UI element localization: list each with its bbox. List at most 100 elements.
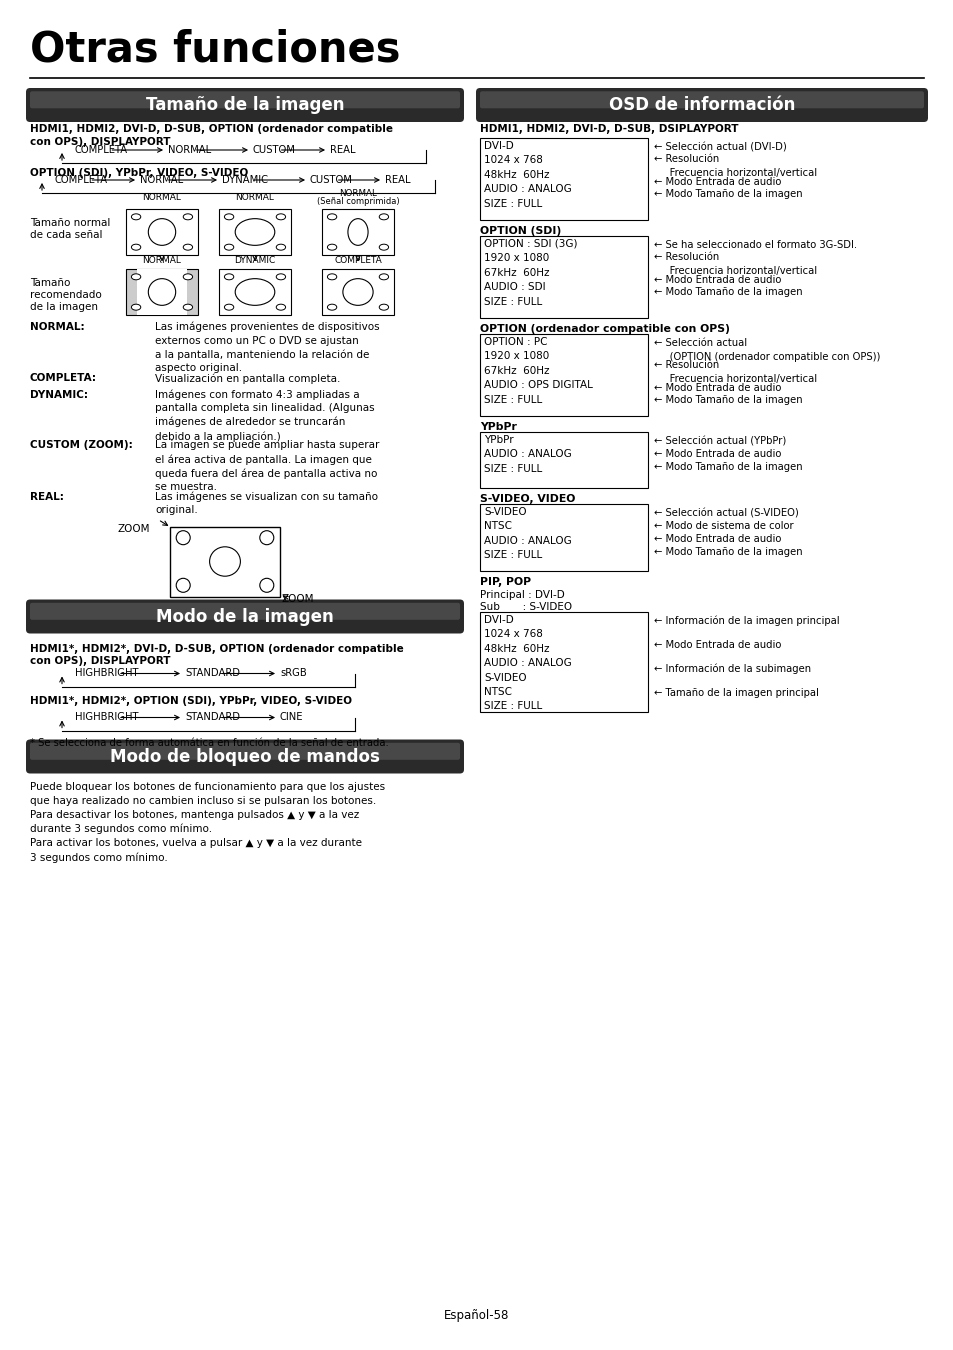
Text: ← Modo Entrada de audio: ← Modo Entrada de audio bbox=[654, 383, 781, 393]
Text: DYNAMIC: DYNAMIC bbox=[222, 176, 268, 185]
Ellipse shape bbox=[379, 213, 388, 220]
FancyBboxPatch shape bbox=[30, 92, 459, 108]
Text: HDMI1*, HDMI2*, OPTION (SDI), YPbPr, VIDEO, S-VIDEO: HDMI1*, HDMI2*, OPTION (SDI), YPbPr, VID… bbox=[30, 695, 352, 706]
Ellipse shape bbox=[132, 244, 141, 250]
FancyBboxPatch shape bbox=[30, 603, 459, 620]
Text: S-VIDEO, VIDEO: S-VIDEO, VIDEO bbox=[479, 494, 575, 504]
Text: HIGHBRIGHT: HIGHBRIGHT bbox=[75, 668, 138, 679]
Text: Las imágenes provenientes de dispositivos
externos como un PC o DVD se ajustan
a: Las imágenes provenientes de dispositivo… bbox=[154, 323, 379, 374]
Text: REAL: REAL bbox=[330, 144, 355, 155]
Text: ← Modo Tamaño de la imagen: ← Modo Tamaño de la imagen bbox=[654, 396, 801, 405]
Text: (Señal comprimida): (Señal comprimida) bbox=[316, 197, 399, 207]
Text: ← Modo Tamaño de la imagen: ← Modo Tamaño de la imagen bbox=[654, 288, 801, 297]
Ellipse shape bbox=[224, 304, 233, 310]
Text: ← Resolución
     Frecuencia horizontal/vertical: ← Resolución Frecuencia horizontal/verti… bbox=[654, 360, 817, 383]
Text: ← Se ha seleccionado el formato 3G-SDI.: ← Se ha seleccionado el formato 3G-SDI. bbox=[654, 240, 856, 250]
Text: ← Tamaño de la imagen principal: ← Tamaño de la imagen principal bbox=[654, 688, 818, 698]
Ellipse shape bbox=[132, 304, 141, 310]
Text: ← Selección actual (DVI-D): ← Selección actual (DVI-D) bbox=[654, 142, 786, 153]
FancyBboxPatch shape bbox=[26, 740, 463, 774]
Circle shape bbox=[259, 578, 274, 593]
Text: ← Modo Entrada de audio: ← Modo Entrada de audio bbox=[654, 275, 781, 285]
Bar bbox=[126, 269, 198, 315]
Ellipse shape bbox=[148, 278, 175, 305]
Text: REAL:: REAL: bbox=[30, 491, 64, 501]
Text: de cada señal: de cada señal bbox=[30, 230, 102, 240]
Text: OPTION (SDI), YPbPr, VIDEO, S-VIDEO: OPTION (SDI), YPbPr, VIDEO, S-VIDEO bbox=[30, 167, 248, 178]
Text: HIGHBRIGHT: HIGHBRIGHT bbox=[75, 713, 138, 722]
Text: OPTION : PC
1920 x 1080
67kHz  60Hz
AUDIO : OPS DIGITAL
SIZE : FULL: OPTION : PC 1920 x 1080 67kHz 60Hz AUDIO… bbox=[483, 338, 592, 405]
Text: Sub       : S-VIDEO: Sub : S-VIDEO bbox=[479, 602, 572, 612]
Bar bbox=[136, 269, 187, 315]
Text: STANDARD: STANDARD bbox=[185, 713, 240, 722]
Text: ZOOM: ZOOM bbox=[118, 525, 151, 535]
Text: con OPS), DISPLAYPORT: con OPS), DISPLAYPORT bbox=[30, 136, 171, 147]
Bar bbox=[219, 209, 291, 255]
Text: Visualización en pantalla completa.: Visualización en pantalla completa. bbox=[154, 373, 340, 383]
Bar bbox=[322, 209, 394, 255]
Text: HDMI1, HDMI2, DVI-D, D-SUB, OPTION (ordenador compatible: HDMI1, HDMI2, DVI-D, D-SUB, OPTION (orde… bbox=[30, 124, 393, 134]
Ellipse shape bbox=[379, 244, 388, 250]
Text: Tamaño: Tamaño bbox=[30, 278, 71, 288]
Text: NORMAL: NORMAL bbox=[142, 193, 181, 202]
Ellipse shape bbox=[183, 274, 193, 279]
Bar bbox=[170, 526, 280, 597]
Ellipse shape bbox=[210, 547, 240, 576]
Text: CINE: CINE bbox=[280, 713, 303, 722]
Ellipse shape bbox=[276, 213, 285, 220]
Ellipse shape bbox=[148, 219, 175, 246]
Bar bbox=[126, 209, 198, 255]
Ellipse shape bbox=[327, 244, 336, 250]
Circle shape bbox=[176, 531, 190, 544]
Text: CUSTOM: CUSTOM bbox=[253, 144, 295, 155]
Text: REAL: REAL bbox=[385, 176, 410, 185]
Bar bbox=[322, 269, 394, 315]
Text: CUSTOM (ZOOM):: CUSTOM (ZOOM): bbox=[30, 440, 132, 451]
Text: recomendado: recomendado bbox=[30, 290, 102, 300]
Ellipse shape bbox=[276, 244, 285, 250]
Ellipse shape bbox=[183, 213, 193, 220]
Text: COMPLETA: COMPLETA bbox=[334, 256, 381, 265]
Text: Imágenes con formato 4:3 ampliadas a
pantalla completa sin linealidad. (Algunas
: Imágenes con formato 4:3 ampliadas a pan… bbox=[154, 390, 375, 441]
Bar bbox=[479, 236, 647, 319]
Ellipse shape bbox=[132, 213, 141, 220]
Text: NORMAL: NORMAL bbox=[338, 189, 376, 198]
Text: Puede bloquear los botones de funcionamiento para que los ajustes
que haya reali: Puede bloquear los botones de funcionami… bbox=[30, 782, 385, 863]
Text: ← Información de la subimagen: ← Información de la subimagen bbox=[654, 664, 810, 675]
Text: ← Modo de sistema de color: ← Modo de sistema de color bbox=[654, 521, 793, 531]
Text: DYNAMIC:: DYNAMIC: bbox=[30, 390, 88, 400]
Ellipse shape bbox=[379, 274, 388, 279]
Text: ← Modo Tamaño de la imagen: ← Modo Tamaño de la imagen bbox=[654, 547, 801, 558]
Text: ← Resolución
     Frecuencia horizontal/vertical: ← Resolución Frecuencia horizontal/verti… bbox=[654, 154, 817, 178]
Text: ← Resolución
     Frecuencia horizontal/vertical: ← Resolución Frecuencia horizontal/verti… bbox=[654, 252, 817, 275]
Text: PIP, POP: PIP, POP bbox=[479, 576, 531, 587]
Text: Otras funciones: Otras funciones bbox=[30, 28, 400, 70]
Text: Tamaño normal: Tamaño normal bbox=[30, 217, 111, 228]
Ellipse shape bbox=[348, 219, 368, 246]
Text: Tamaño de la imagen: Tamaño de la imagen bbox=[146, 96, 344, 113]
Text: HDMI1, HDMI2, DVI-D, D-SUB, DSIPLAYPORT: HDMI1, HDMI2, DVI-D, D-SUB, DSIPLAYPORT bbox=[479, 124, 738, 134]
Text: YPbPr
AUDIO : ANALOG
SIZE : FULL: YPbPr AUDIO : ANALOG SIZE : FULL bbox=[483, 435, 571, 474]
Ellipse shape bbox=[327, 274, 336, 279]
Text: HDMI1*, HDMI2*, DVI-D, D-SUB, OPTION (ordenador compatible: HDMI1*, HDMI2*, DVI-D, D-SUB, OPTION (or… bbox=[30, 644, 403, 653]
Text: NORMAL: NORMAL bbox=[140, 176, 183, 185]
Ellipse shape bbox=[342, 278, 373, 305]
FancyBboxPatch shape bbox=[479, 92, 923, 108]
FancyBboxPatch shape bbox=[30, 743, 459, 760]
Text: ZOOM: ZOOM bbox=[282, 594, 314, 603]
Ellipse shape bbox=[235, 219, 274, 246]
Text: ← Modo Entrada de audio: ← Modo Entrada de audio bbox=[654, 535, 781, 544]
Text: ← Selección actual
     (OPTION (ordenador compatible con OPS)): ← Selección actual (OPTION (ordenador co… bbox=[654, 338, 880, 362]
Text: Modo de la imagen: Modo de la imagen bbox=[156, 608, 334, 625]
Text: STANDARD: STANDARD bbox=[185, 668, 240, 679]
Text: DVI-D
1024 x 768
48kHz  60Hz
AUDIO : ANALOG
S-VIDEO
NTSC
SIZE : FULL: DVI-D 1024 x 768 48kHz 60Hz AUDIO : ANAL… bbox=[483, 616, 571, 711]
Text: OSD de información: OSD de información bbox=[608, 96, 795, 113]
Bar bbox=[219, 269, 291, 315]
Text: ← Modo Tamaño de la imagen: ← Modo Tamaño de la imagen bbox=[654, 462, 801, 472]
Ellipse shape bbox=[276, 274, 285, 279]
Ellipse shape bbox=[235, 278, 274, 305]
Text: CUSTOM: CUSTOM bbox=[310, 176, 353, 185]
Bar bbox=[479, 432, 647, 487]
Text: ← Modo Entrada de audio: ← Modo Entrada de audio bbox=[654, 640, 781, 649]
Text: con OPS), DISPLAYPORT: con OPS), DISPLAYPORT bbox=[30, 656, 171, 666]
